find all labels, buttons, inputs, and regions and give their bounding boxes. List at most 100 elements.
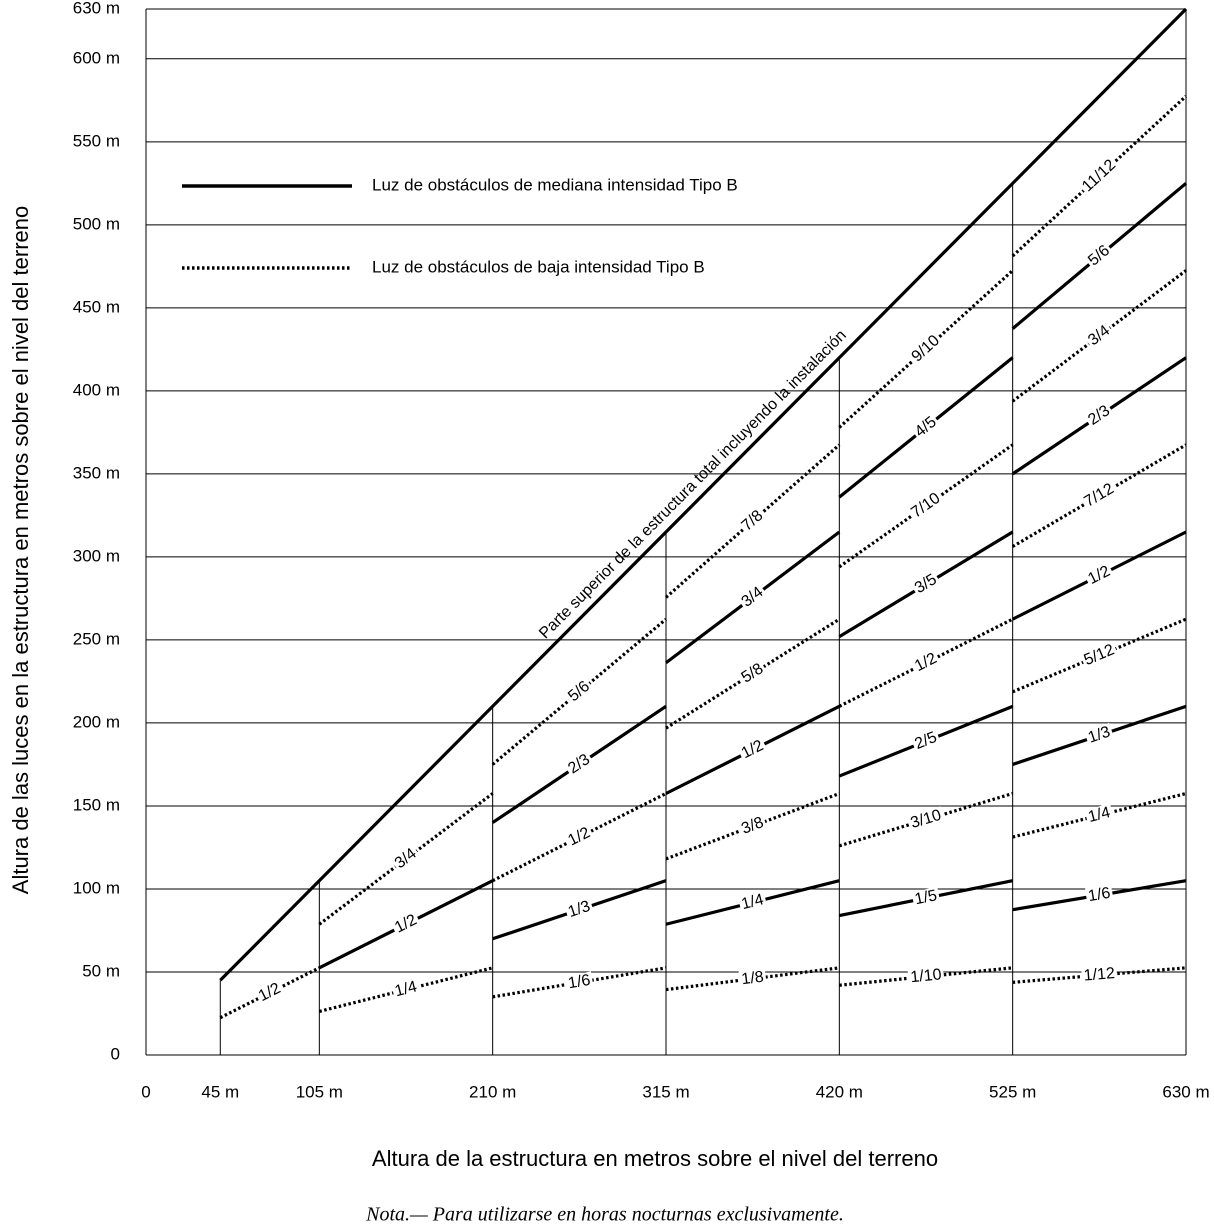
label-background [1079, 479, 1119, 512]
segment [1012, 617, 1187, 694]
x-tick-label: 315 m [642, 1082, 689, 1101]
label-background [564, 971, 594, 993]
segment-label-group: 3/4 [1083, 320, 1115, 351]
segment-label: 5/8 [739, 660, 767, 686]
segment-label-group: 1/2 [910, 648, 942, 677]
label-background [1083, 401, 1115, 430]
segment-label: 3/8 [739, 814, 766, 838]
y-tick-label: 50 m [82, 961, 120, 980]
label-background [563, 749, 595, 779]
label-background [736, 582, 769, 612]
segment [1011, 269, 1187, 403]
segment-label: 1/5 [913, 887, 938, 908]
segment-label-group: 11/12 [1077, 155, 1121, 197]
segment-label: 5/12 [1082, 641, 1117, 669]
label-background [907, 966, 945, 987]
segment [318, 792, 494, 926]
segment-label-group: 1/2 [736, 736, 769, 764]
segment-label-group: 3/5 [910, 569, 942, 599]
label-background [390, 910, 422, 938]
y-tick-label: 150 m [73, 795, 120, 814]
segment-label-group: 7/10 [906, 488, 946, 523]
segment-label: 1/4 [393, 978, 419, 1000]
segment-label: 1/6 [1087, 885, 1112, 905]
label-background [564, 897, 595, 922]
segment-label-group: 1/4 [737, 890, 768, 914]
note: Nota.— Para utilizarse en horas nocturna… [365, 1204, 844, 1226]
segment-label-group: 1/4 [1084, 803, 1115, 827]
segment-label-group: 1/2 [254, 978, 286, 1006]
segment [492, 966, 667, 999]
segment-label-group: 5/8 [736, 659, 769, 688]
segment-label: 2/3 [565, 751, 593, 778]
segment-label: 1/3 [566, 898, 593, 921]
segment-label: 1/12 [1083, 965, 1116, 985]
segment-label-group: 2/3 [1083, 401, 1115, 430]
label-background [910, 648, 942, 677]
segment-label-group: 5/6 [563, 676, 595, 707]
label-background [910, 569, 942, 599]
segment-label-group: 1/2 [563, 823, 595, 851]
segment-label: 2/3 [1085, 402, 1113, 429]
label-background [737, 890, 768, 914]
y-tick-label: 200 m [73, 712, 120, 731]
segment-label-group: 2/3 [563, 749, 595, 779]
segment-label: 1/4 [740, 891, 766, 913]
label-background [1077, 155, 1121, 197]
segment [665, 792, 840, 861]
x-tick-label: 210 m [469, 1082, 516, 1101]
label-background [254, 978, 286, 1006]
segment-label-group: 3/10 [906, 806, 946, 833]
y-tick-label: 350 m [73, 463, 120, 482]
label-background [910, 728, 942, 754]
label-background [1083, 240, 1115, 271]
legend-label: Luz de obstáculos de mediana intensidad … [372, 175, 738, 194]
label-background [390, 843, 422, 874]
label-background [911, 886, 941, 909]
segment-label-group: 1/3 [1084, 722, 1115, 748]
y-tick-label: 630 m [73, 0, 120, 17]
label-background [906, 806, 946, 833]
y-tick-label: 600 m [73, 48, 120, 67]
x-tick-label: 0 [141, 1082, 150, 1101]
segment-label: 1/8 [741, 969, 765, 989]
label-background [391, 977, 421, 1001]
y-tick-label: 500 m [73, 214, 120, 233]
segment-label: 3/10 [909, 807, 944, 832]
segment-label: 1/6 [567, 972, 592, 992]
legend-label: Luz de obstáculos de baja intensidad Tip… [372, 257, 705, 276]
x-axis-label: Altura de la estructura en metros sobre … [372, 1146, 938, 1171]
label-background [738, 968, 767, 989]
segment-label: 1/4 [1086, 804, 1112, 826]
x-tick-label: 105 m [296, 1082, 343, 1101]
segment [219, 7, 1188, 982]
y-tick-label: 0 [111, 1044, 120, 1063]
segment-label-group: 1/6 [1084, 884, 1114, 906]
label-background [1084, 803, 1115, 827]
segment [1011, 94, 1188, 258]
x-tick-label: 45 m [201, 1082, 239, 1101]
label-background [1081, 964, 1118, 985]
y-tick-label: 400 m [73, 380, 120, 399]
x-tick-label: 630 m [1162, 1082, 1209, 1101]
segment-label-group: Parte superior de la estructura total in… [536, 327, 850, 642]
segment-label-group: 1/5 [911, 886, 941, 909]
label-background [906, 488, 946, 523]
segment-label-group: 1/2 [1083, 561, 1115, 589]
segment-label-group: 1/12 [1081, 964, 1118, 985]
segment-label-group: 1/4 [391, 977, 421, 1001]
y-tick-label: 250 m [73, 629, 120, 648]
segment-label: 1/3 [1086, 723, 1113, 746]
segment-label: 1/10 [910, 966, 943, 986]
segment-label-group: 3/4 [390, 843, 422, 874]
label-background [563, 676, 595, 707]
x-tick-label: 525 m [989, 1082, 1036, 1101]
segment-label-group: 5/12 [1079, 640, 1119, 670]
label-background [736, 659, 769, 688]
label-background [736, 736, 769, 764]
segment-label-group: 7/12 [1079, 479, 1119, 512]
y-tick-label: 300 m [73, 546, 120, 565]
y-axis-label: Altura de las luces en la estructura en … [8, 206, 33, 894]
